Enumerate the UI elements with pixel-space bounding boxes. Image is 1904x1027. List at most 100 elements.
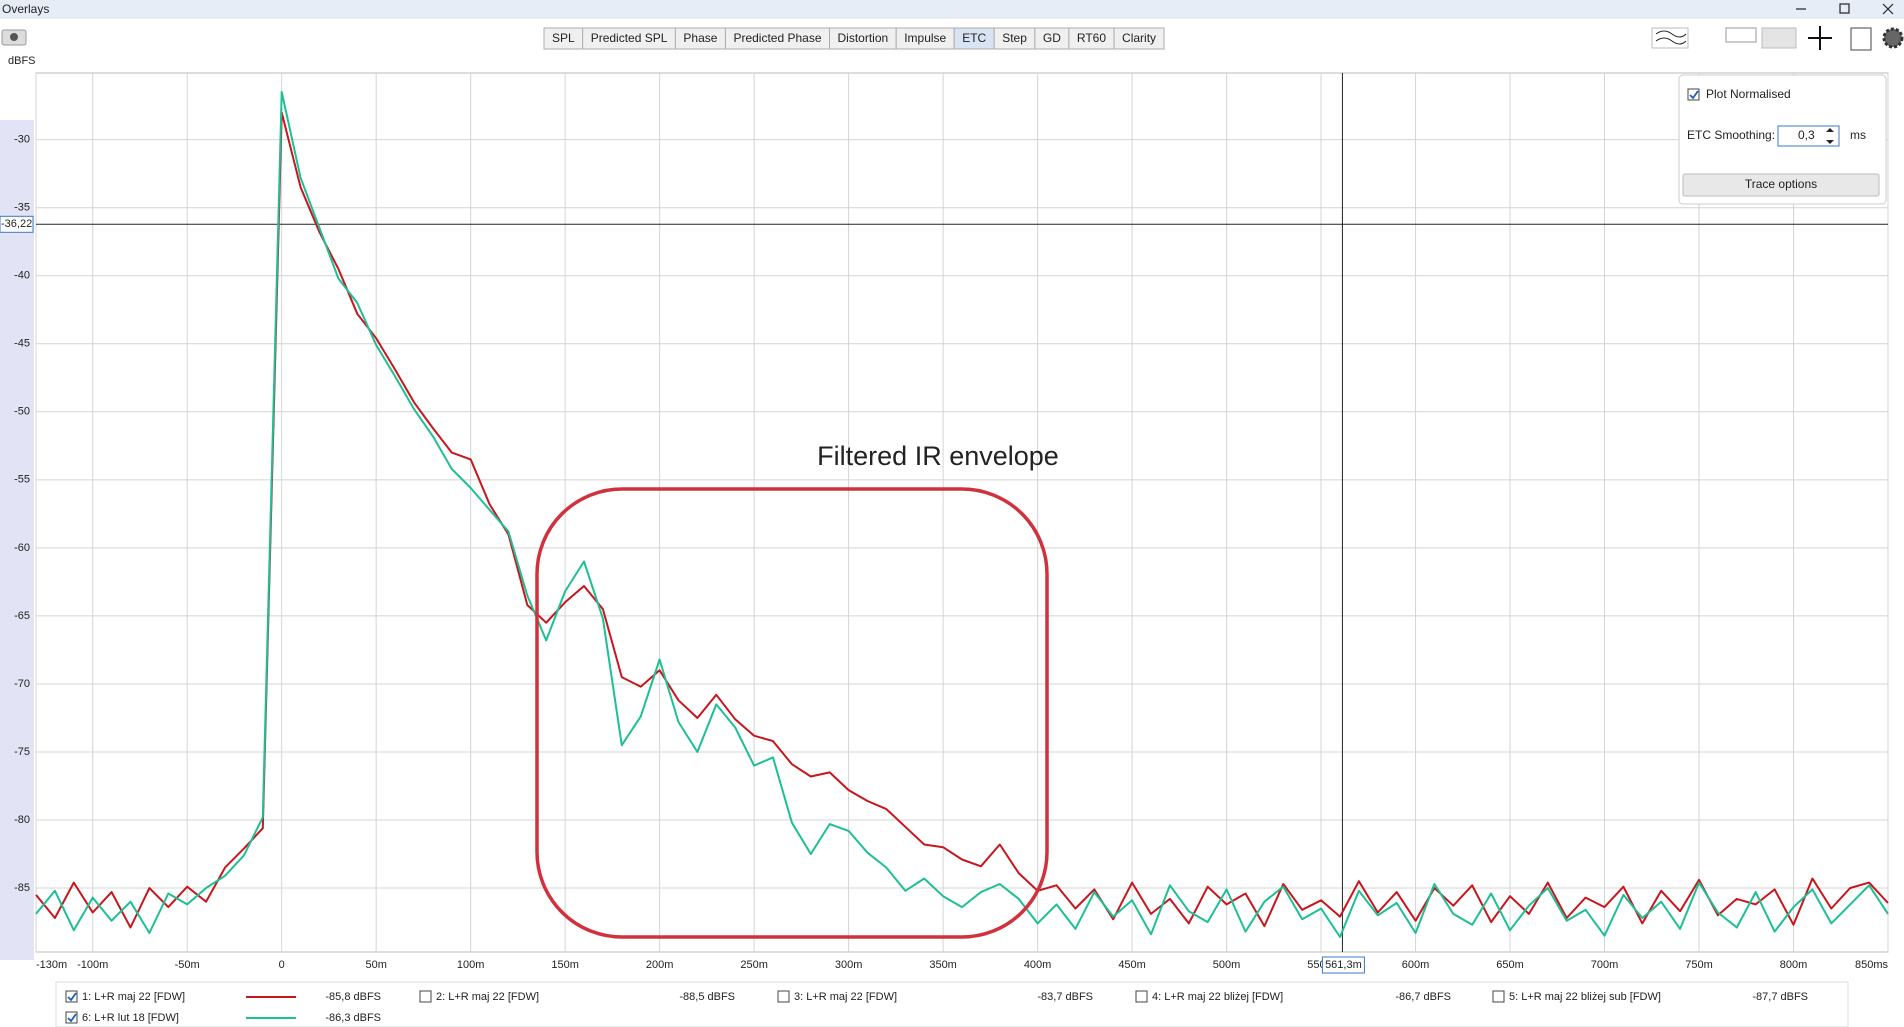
view-tab[interactable]: ETC	[953, 27, 995, 50]
view-tab[interactable]: RT60	[1068, 27, 1115, 50]
x-tick-label: 50m	[365, 959, 386, 971]
view-tab-label: ETC	[962, 31, 986, 45]
legend-checkbox[interactable]	[65, 1011, 78, 1024]
view-tab[interactable]: SPL	[543, 27, 584, 50]
x-tick-label: 100m	[457, 959, 485, 971]
cursor-x-label: 561,3m	[1325, 959, 1362, 971]
pan-icon[interactable]	[1808, 26, 1832, 50]
y-tick-label: -30	[14, 134, 30, 146]
legend-readout: -87,7 dBFS	[1752, 991, 1808, 1003]
y-axis-band	[0, 120, 34, 960]
camera-button[interactable]	[1, 29, 27, 46]
y-tick-label: -55	[14, 474, 30, 486]
legend-name: 1: L+R maj 22 [FDW]	[82, 991, 185, 1003]
x-tick-label: 800m	[1780, 959, 1808, 971]
view-tab[interactable]: Impulse	[895, 27, 955, 50]
y-tick-label: -70	[14, 678, 30, 690]
cursor-y-label-box	[0, 215, 34, 233]
annotation-text: Filtered IR envelope	[817, 441, 1059, 471]
legend-entry[interactable]: 5: L+R maj 22 bliżej sub [FDW] -87,7 dBFS	[1492, 990, 1808, 1003]
view-tabs: SPL Predicted SPL Phase Predicted Phase Dist…	[543, 27, 1165, 50]
view-tab-label: RT60	[1077, 31, 1106, 45]
legend-name: 3: L+R maj 22 [FDW]	[794, 991, 897, 1003]
x-tick-label: 500m	[1213, 959, 1241, 971]
smoothing-input[interactable]	[1777, 125, 1840, 147]
y-tick-label: -40	[14, 270, 30, 282]
view-tab[interactable]: Predicted Phase	[724, 27, 830, 50]
view-tab-label: Predicted Phase	[733, 31, 821, 45]
view-tab-label: Step	[1002, 31, 1027, 45]
view-tab[interactable]: Predicted SPL	[582, 27, 676, 50]
trace-options-label: Trace options	[1745, 177, 1817, 191]
smoothing-value: 0,3	[1798, 128, 1815, 142]
legend-entry[interactable]: 1: L+R maj 22 [FDW] -85,8 dBFS	[65, 990, 381, 1003]
legend-name: 6: L+R lut 18 [FDW]	[82, 1012, 179, 1024]
legend-entry[interactable]: 4: L+R maj 22 bliżej [FDW] -86,7 dBFS	[1135, 990, 1451, 1003]
x-tick-label: 400m	[1024, 959, 1052, 971]
x-tick-label: 700m	[1591, 959, 1619, 971]
annotation-box	[535, 487, 1049, 939]
y-tick-label: -35	[14, 202, 30, 214]
legend-entry[interactable]: 3: L+R maj 22 [FDW] -83,7 dBFS	[777, 990, 1093, 1003]
cursor-x-label-box	[1321, 956, 1365, 974]
legend-entry[interactable]: 6: L+R lut 18 [FDW] -86,3 dBFS	[65, 1011, 381, 1024]
legend-readout: -85,8 dBFS	[325, 991, 381, 1003]
title-bar	[0, 0, 1904, 19]
legend: 1: L+R maj 22 [FDW] -85,8 dBFS 6: L+R lut …	[65, 990, 1808, 1024]
x-tick-label: 650m	[1496, 959, 1524, 971]
x-tick-label: 250m	[740, 959, 768, 971]
plot-normalised-checkbox[interactable]	[1687, 88, 1700, 101]
view-tab[interactable]: Clarity	[1113, 27, 1165, 50]
plot-normalised-checkbox[interactable]	[1687, 88, 1700, 101]
settings-icon[interactable]	[1882, 27, 1904, 49]
x-tick-label: 0	[279, 959, 285, 971]
legend-checkbox[interactable]	[65, 990, 78, 1003]
controls-icon[interactable]	[1850, 27, 1872, 51]
x-tick-label: 200m	[646, 959, 674, 971]
view-tab-label: GD	[1043, 31, 1061, 45]
x-tick-label: -100m	[77, 959, 108, 971]
trace-options-button[interactable]	[1682, 173, 1880, 197]
legend-checkbox[interactable]	[419, 990, 432, 1003]
view-tab-label: Impulse	[904, 31, 946, 45]
legend-panel	[55, 981, 1849, 1027]
legend-name: 4: L+R maj 22 bliżej [FDW]	[1152, 991, 1283, 1003]
view-tab-label: Distortion	[838, 31, 889, 45]
window-title: Overlays	[2, 2, 49, 16]
y-tick-label: -80	[14, 814, 30, 826]
view-tab-label: Predicted SPL	[591, 31, 668, 45]
color-box[interactable]	[1725, 27, 1757, 43]
y-tick-label: -75	[14, 746, 30, 758]
view-tab-label: Phase	[683, 31, 717, 45]
smoothing-spinner[interactable]	[1826, 128, 1834, 144]
view-tab-label: SPL	[552, 31, 575, 45]
smoothing-label: ETC Smoothing:	[1687, 128, 1775, 142]
x-tick-label: 600m	[1402, 959, 1430, 971]
y-tick-label: -50	[14, 406, 30, 418]
x-tick-label: 450m	[1118, 959, 1146, 971]
plot-normalised-label: Plot Normalised	[1706, 87, 1791, 101]
legend-checkbox[interactable]	[1492, 990, 1505, 1003]
view-tab[interactable]: Phase	[674, 27, 726, 50]
view-tab[interactable]: GD	[1034, 27, 1070, 50]
legend-checkbox[interactable]	[1135, 990, 1148, 1003]
plot-area: -30 -35 -40 -45 -50 -55 -60 -65 -70 -75 -80 -85 -130…	[0, 72, 1889, 974]
y-tick-label: -65	[14, 610, 30, 622]
smoothing-unit: ms	[1850, 128, 1866, 142]
legend-checkbox-check	[67, 992, 77, 1002]
restore-button[interactable]	[1839, 3, 1850, 14]
view-tab[interactable]: Distortion	[829, 27, 897, 50]
view-tab[interactable]: Step	[993, 27, 1036, 50]
legend-checkbox[interactable]	[777, 990, 790, 1003]
options-panel: Plot Normalised ETC Smoothing: 0,3 ms Tr…	[1678, 74, 1887, 205]
legend-readout: -86,3 dBFS	[325, 1012, 381, 1024]
limits-icon[interactable]	[1761, 27, 1797, 49]
legend-entry[interactable]: 2: L+R maj 22 [FDW] -88,5 dBFS	[419, 990, 735, 1003]
y-tick-label: -45	[14, 338, 30, 350]
trace-arrange-icon[interactable]	[1651, 27, 1689, 49]
y-tick-label: -60	[14, 542, 30, 554]
close-button[interactable]	[1882, 3, 1894, 15]
legend-checkbox-check	[67, 1013, 77, 1023]
y-axis-label: dBFS	[8, 55, 36, 67]
view-tab-label: Clarity	[1122, 31, 1156, 45]
